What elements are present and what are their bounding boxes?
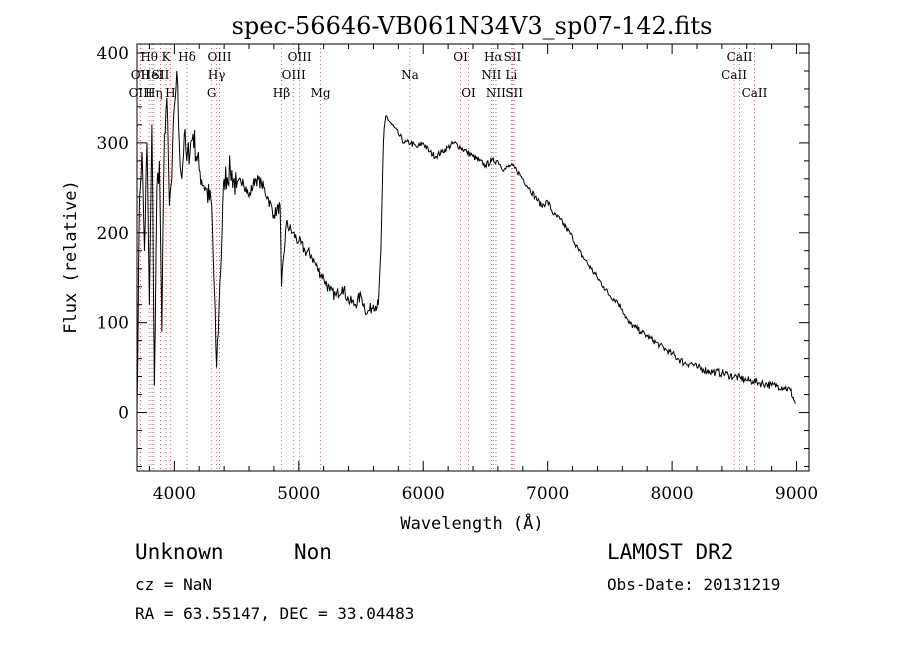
spectral-line-label: Hγ <box>208 68 226 82</box>
x-axis-label: Wavelength (Å) <box>400 512 543 534</box>
spectral-line-label: Mg <box>311 86 331 100</box>
spectral-line-label: H <box>165 86 175 100</box>
x-tick-label: 4000 <box>153 484 196 504</box>
x-axis-ticks: 4000 5000 6000 7000 8000 9000 <box>148 44 818 504</box>
spectral-line-label: HeI <box>141 68 164 82</box>
spectral-line-label: OII <box>131 68 151 82</box>
x-tick-label: 8000 <box>650 484 693 504</box>
y-tick-label: 400 <box>97 44 129 64</box>
spectrum-line <box>136 70 796 413</box>
spectral-line-label: OI <box>453 50 468 64</box>
spectral-line-label: OIII <box>129 86 153 100</box>
spectral-line-label: Hβ <box>273 86 290 100</box>
y-axis-ticks: 0 100 200 300 400 <box>97 44 809 468</box>
observation-date: Obs-Date: 20131219 <box>607 575 781 594</box>
spectral-line-label: OI <box>461 86 476 100</box>
x-tick-label: 5000 <box>277 484 320 504</box>
spectral-line-label: G <box>207 86 217 100</box>
sky-coordinates: RA = 63.55147, DEC = 33.04483 <box>135 604 415 623</box>
y-tick-label: 0 <box>118 404 129 424</box>
spectral-line-label: Li <box>505 68 517 82</box>
spectral-line-label: CaII <box>727 50 753 64</box>
redshift-cz: cz = NaN <box>135 575 213 594</box>
survey-name: LAMOST DR2 <box>607 540 734 564</box>
spectral-line-label: Hη <box>145 86 163 100</box>
spectral-line-label: Hθ <box>140 50 158 64</box>
x-tick-label: 6000 <box>402 484 445 504</box>
y-tick-label: 300 <box>97 134 129 154</box>
spectral-subclass: Non <box>294 540 332 564</box>
spectral-line-label: K <box>162 50 172 64</box>
spectral-line-label: CaII <box>721 68 747 82</box>
spectral-line-label: OIII <box>288 50 312 64</box>
x-tick-label: 9000 <box>775 484 818 504</box>
spectral-line-label: OIII <box>282 68 306 82</box>
spectral-line-label: SII <box>505 86 523 100</box>
spectral-line-label: Hδ <box>178 50 196 64</box>
spectral-line-label: NII <box>481 68 501 82</box>
chart-title: spec-56646-VB061N34V3_sp07-142.fits <box>232 12 713 40</box>
spectral-line-label: NII <box>486 86 506 100</box>
spectral-line-label: CaII <box>742 86 768 100</box>
y-tick-label: 200 <box>97 224 129 244</box>
spectral-line-markers: OII OIII Hθ HeI Hη SII K H Hδ G Hγ OIII Hβ OIII OIII Mg… <box>129 44 768 471</box>
y-tick-label: 100 <box>97 314 129 334</box>
x-tick-label: 7000 <box>526 484 569 504</box>
spectral-line-label: OIII <box>207 50 231 64</box>
spectral-class: Unknown <box>135 540 224 564</box>
spectral-line-label: SII <box>504 50 522 64</box>
spectral-line-label: SII <box>152 68 170 82</box>
plot-frame <box>136 43 810 472</box>
spectrum-series <box>136 70 796 413</box>
spectral-line-label: Hα <box>484 50 503 64</box>
y-axis-label: Flux (relative) <box>61 180 81 334</box>
spectral-line-label: Na <box>401 68 419 82</box>
